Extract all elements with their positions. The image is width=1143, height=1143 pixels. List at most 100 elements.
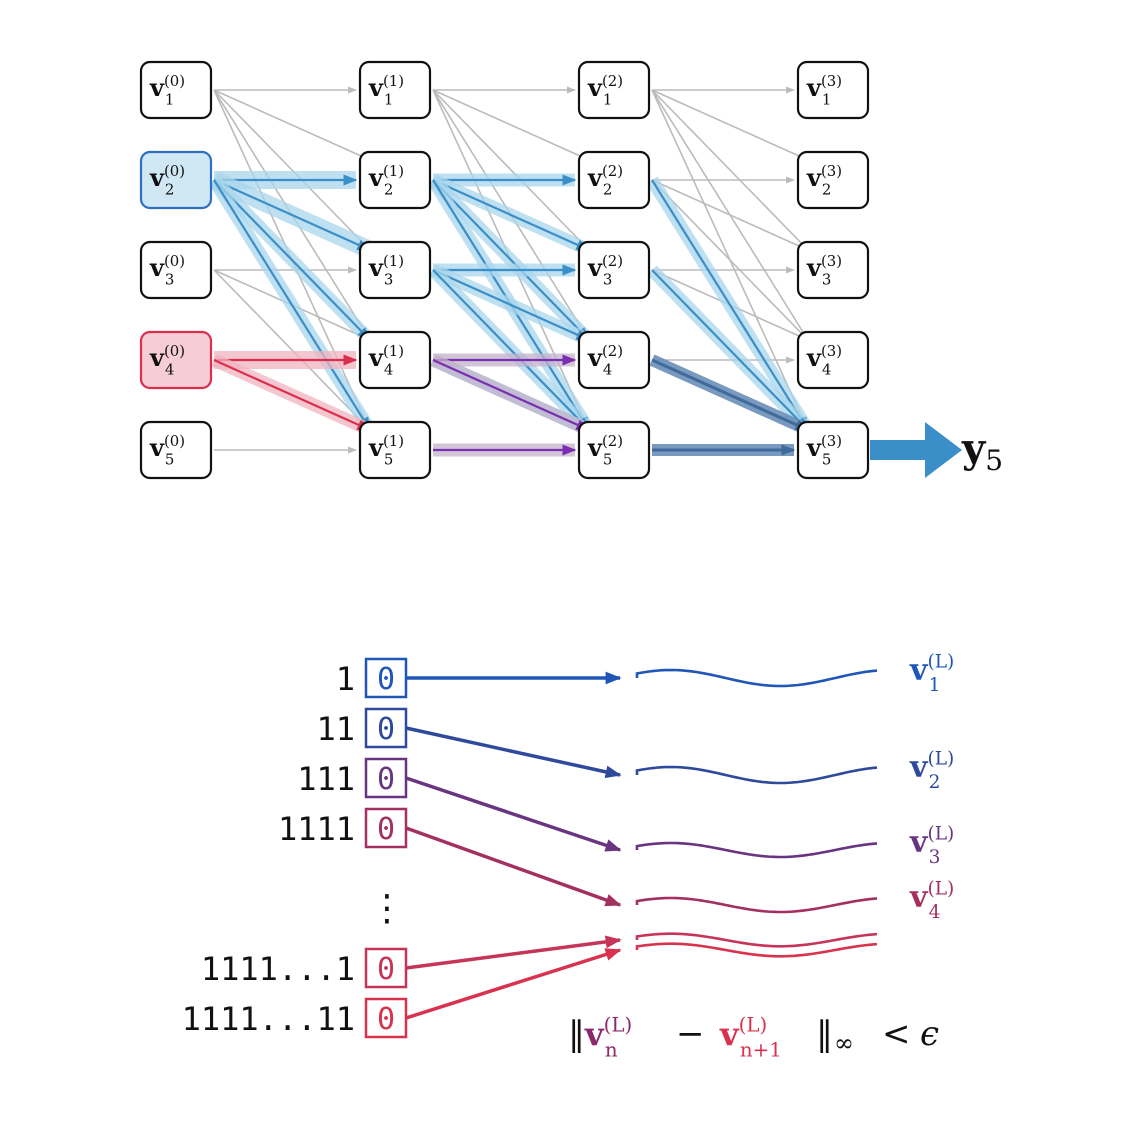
graph-edge bbox=[651, 179, 809, 251]
sequence-label: 1111...1 bbox=[201, 950, 355, 988]
sequence-row: 1111 0 v(L) 4 bbox=[278, 807, 954, 923]
output-curve bbox=[635, 668, 878, 688]
graph-node-label: v(1) 4 bbox=[368, 342, 404, 379]
output-arrow bbox=[870, 422, 962, 478]
graph-node-label: v(3) 5 bbox=[806, 432, 842, 469]
graph-node: v(2) 4 bbox=[577, 330, 651, 390]
norm-close: ‖ bbox=[816, 1014, 833, 1054]
graph-node: v(2) 3 bbox=[577, 240, 651, 300]
graph-node-box bbox=[577, 330, 651, 390]
sequence-arrow bbox=[405, 948, 622, 1020]
graph-edge bbox=[430, 354, 592, 436]
graph-node-box bbox=[139, 420, 213, 480]
bit-value: 0 bbox=[377, 1002, 395, 1037]
graph-node-label: v(3) 1 bbox=[806, 72, 842, 109]
graph-edge bbox=[209, 175, 375, 345]
graph-node-label: v(0) 2 bbox=[149, 162, 185, 199]
graph-edge bbox=[646, 176, 814, 434]
graph-edge bbox=[210, 171, 374, 259]
graph-edge bbox=[432, 89, 590, 251]
graph-nodes: v(0) 1 v(0) 2 v(0) 3 v(0) 4 v(0) 5 v(1) 1 v(1) 2 v(1) 3… bbox=[139, 60, 870, 480]
graph-node-label: v(3) 3 bbox=[806, 252, 842, 289]
graph-edge bbox=[651, 179, 809, 341]
curve-label: v(L) 1 bbox=[909, 651, 954, 695]
graph-node: v(2) 5 bbox=[577, 420, 651, 480]
bit-box bbox=[364, 657, 408, 699]
graph-node: v(3) 5 bbox=[796, 420, 870, 480]
bit-value: 0 bbox=[377, 812, 395, 847]
graph-node-label: v(0) 1 bbox=[149, 72, 185, 109]
graph-node: v(1) 4 bbox=[358, 330, 432, 390]
sequence-label: 1111 bbox=[278, 810, 355, 848]
graph-node: v(0) 2 bbox=[139, 150, 213, 210]
sequence-row: 111 0 v(L) 3 bbox=[297, 757, 954, 868]
graph-node-label: v(1) 5 bbox=[368, 432, 404, 469]
norm-open: ‖ bbox=[568, 1014, 585, 1054]
graph-node-label: v(1) 1 bbox=[368, 72, 404, 109]
graph-node-box bbox=[139, 150, 213, 210]
graph-edge bbox=[651, 89, 809, 251]
graph-node: v(1) 5 bbox=[358, 420, 432, 480]
graph-node-label: v(0) 3 bbox=[149, 252, 185, 289]
graph-node-label: v(2) 5 bbox=[587, 432, 623, 469]
sequence-row: 1111...1 0 bbox=[201, 932, 878, 989]
graph-node: v(3) 2 bbox=[796, 150, 870, 210]
sequence-label: 111 bbox=[297, 760, 355, 798]
graph-edge bbox=[649, 354, 811, 436]
minus-sign: − bbox=[676, 1014, 705, 1054]
graph-edge bbox=[208, 176, 376, 434]
graph-edge bbox=[430, 264, 592, 346]
graph-edge bbox=[432, 89, 590, 161]
graph-node-box bbox=[358, 420, 432, 480]
graph-node-box bbox=[358, 240, 432, 300]
sequence-label: 1 bbox=[336, 660, 355, 698]
graph-node-label: v(2) 3 bbox=[587, 252, 623, 289]
graph-node-box bbox=[577, 150, 651, 210]
graph-edge bbox=[213, 89, 371, 251]
bit-box bbox=[364, 947, 408, 989]
sequence-row: 1 0 v(L) 1 bbox=[336, 651, 954, 699]
graph-node-label: v(3) 2 bbox=[806, 162, 842, 199]
graph-node-box bbox=[796, 330, 870, 390]
ellipsis: ⋮ bbox=[369, 888, 405, 929]
graph-node-box bbox=[139, 60, 213, 120]
sequence-arrow bbox=[405, 826, 622, 907]
epsilon: ϵ bbox=[920, 1014, 939, 1054]
graph-node-box bbox=[139, 330, 213, 390]
graph-node-label: v(0) 4 bbox=[149, 342, 185, 379]
output-curve bbox=[635, 841, 878, 859]
graph-node: v(3) 4 bbox=[796, 330, 870, 390]
graph-node-box bbox=[577, 60, 651, 120]
graph-node-box bbox=[358, 330, 432, 390]
graph-node: v(0) 3 bbox=[139, 240, 213, 300]
graph-node-box bbox=[796, 420, 870, 480]
sequence-arrow bbox=[405, 776, 622, 852]
graph-node-box bbox=[796, 240, 870, 300]
graph-node-label: v(0) 5 bbox=[149, 432, 185, 469]
sequence-row: 11 0 v(L) 2 bbox=[316, 707, 954, 793]
graph-node-label: v(2) 1 bbox=[587, 72, 623, 109]
bit-box bbox=[364, 757, 408, 799]
curve-label: v(L) 2 bbox=[909, 748, 954, 792]
graph-edge bbox=[647, 265, 813, 435]
less-than: < bbox=[882, 1014, 911, 1054]
graph-edge bbox=[213, 269, 371, 431]
graph-node-box bbox=[796, 60, 870, 120]
bit-value: 0 bbox=[377, 712, 395, 747]
bit-value: 0 bbox=[377, 952, 395, 987]
graph-node-label: v(2) 4 bbox=[587, 342, 623, 379]
graph-node-label: v(1) 3 bbox=[368, 252, 404, 289]
sequence-row: 1111...11 0 bbox=[182, 942, 878, 1039]
graph-node: v(2) 1 bbox=[577, 60, 651, 120]
sequence-label: 1111...11 bbox=[182, 1000, 355, 1038]
output-curve bbox=[635, 896, 878, 914]
output-curve bbox=[635, 765, 878, 785]
sequence-label: 11 bbox=[316, 710, 355, 748]
formula-left-term: v(L) n bbox=[584, 1014, 632, 1062]
bit-box bbox=[364, 707, 408, 749]
output-curve bbox=[635, 942, 878, 958]
graph-node-box bbox=[139, 240, 213, 300]
graph-edge bbox=[213, 89, 371, 161]
graph-node-box bbox=[577, 240, 651, 300]
